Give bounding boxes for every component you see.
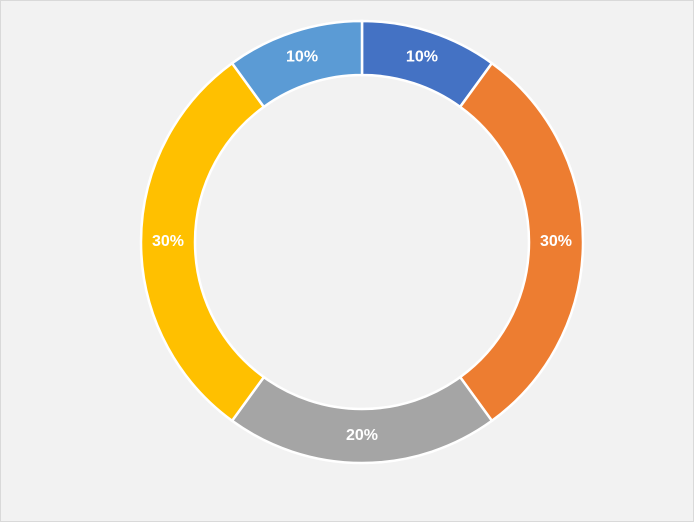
donut-segment xyxy=(230,19,364,109)
data-label: 20% xyxy=(346,427,378,444)
data-label: 10% xyxy=(286,49,318,66)
data-label: 30% xyxy=(540,233,572,250)
data-label: 30% xyxy=(152,233,184,250)
data-label: 10% xyxy=(406,49,438,66)
